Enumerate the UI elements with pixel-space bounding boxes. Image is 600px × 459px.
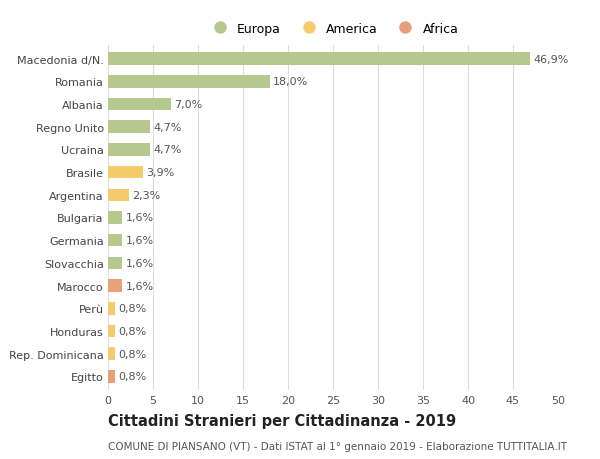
Text: 7,0%: 7,0%	[174, 100, 202, 110]
Bar	[108, 189, 128, 202]
Legend: Europa, America, Africa: Europa, America, Africa	[202, 18, 464, 41]
Text: 3,9%: 3,9%	[146, 168, 175, 178]
Bar	[108, 144, 151, 157]
Bar	[108, 257, 122, 269]
Text: 4,7%: 4,7%	[154, 123, 182, 133]
Bar	[108, 347, 115, 360]
Bar	[108, 99, 171, 111]
Bar	[108, 370, 115, 383]
Text: COMUNE DI PIANSANO (VT) - Dati ISTAT al 1° gennaio 2019 - Elaborazione TUTTITALI: COMUNE DI PIANSANO (VT) - Dati ISTAT al …	[108, 441, 567, 451]
Text: 1,6%: 1,6%	[125, 258, 154, 269]
Bar	[108, 280, 122, 292]
Text: Cittadini Stranieri per Cittadinanza - 2019: Cittadini Stranieri per Cittadinanza - 2…	[108, 413, 456, 428]
Bar	[108, 302, 115, 315]
Text: 0,8%: 0,8%	[118, 326, 146, 336]
Text: 18,0%: 18,0%	[273, 77, 308, 87]
Text: 1,6%: 1,6%	[125, 281, 154, 291]
Bar	[108, 53, 530, 66]
Bar	[108, 235, 122, 247]
Text: 0,8%: 0,8%	[118, 372, 146, 381]
Text: 4,7%: 4,7%	[154, 145, 182, 155]
Text: 0,8%: 0,8%	[118, 349, 146, 359]
Bar	[108, 325, 115, 337]
Text: 2,3%: 2,3%	[132, 190, 160, 201]
Bar	[108, 212, 122, 224]
Bar	[108, 76, 270, 89]
Bar	[108, 167, 143, 179]
Text: 0,8%: 0,8%	[118, 303, 146, 313]
Bar	[108, 121, 151, 134]
Text: 1,6%: 1,6%	[125, 213, 154, 223]
Text: 46,9%: 46,9%	[533, 55, 569, 64]
Text: 1,6%: 1,6%	[125, 235, 154, 246]
